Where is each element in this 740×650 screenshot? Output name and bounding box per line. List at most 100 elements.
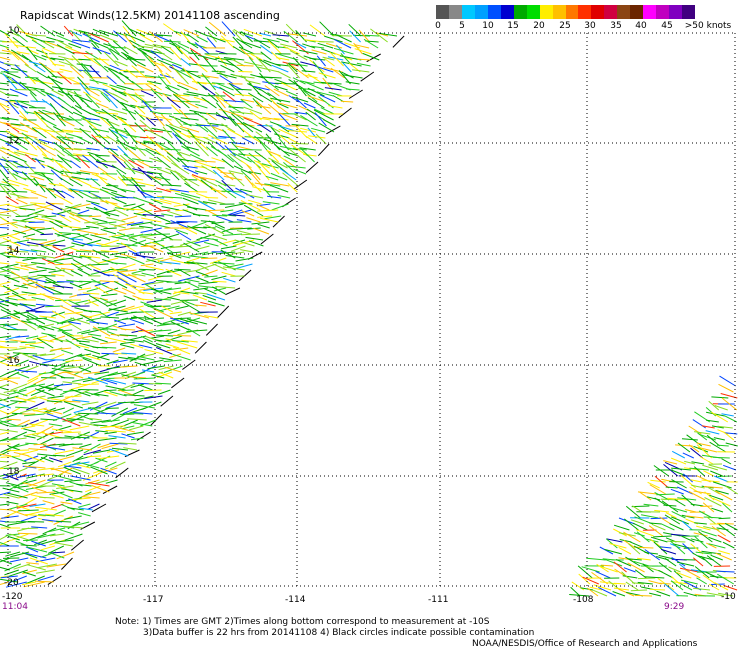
wind-vector <box>288 62 308 67</box>
wind-vector <box>49 443 65 446</box>
wind-vector <box>705 430 720 435</box>
wind-vector <box>266 159 280 175</box>
wind-vector <box>143 315 163 325</box>
wind-vector <box>0 353 20 363</box>
wind-vector <box>258 58 272 67</box>
wind-vector <box>91 134 102 145</box>
wind-vector <box>56 520 72 523</box>
wind-vector <box>709 494 724 501</box>
wind-vector <box>29 92 39 103</box>
wind-vector <box>613 524 630 531</box>
wind-vector <box>218 135 236 139</box>
wind-vector <box>312 61 327 79</box>
wind-vector <box>94 172 110 187</box>
wind-vector <box>0 551 12 554</box>
wind-vector <box>158 112 173 115</box>
wind-vector <box>146 299 163 303</box>
wind-vector <box>22 552 38 559</box>
wind-vector <box>90 234 111 241</box>
wind-vector <box>70 317 91 325</box>
wind-vector <box>71 176 90 181</box>
wind-vector <box>63 443 83 446</box>
wind-vector <box>36 227 54 231</box>
wind-vector <box>129 425 144 431</box>
wind-vector <box>60 503 75 511</box>
wind-vector <box>153 199 172 205</box>
wind-vector <box>10 431 28 440</box>
wind-vector <box>248 152 261 163</box>
wind-vector <box>708 543 726 549</box>
wind-vector <box>9 133 30 145</box>
wind-vector <box>135 95 154 109</box>
wind-vector <box>245 194 264 199</box>
wind-vector <box>82 491 101 497</box>
wind-vector <box>206 37 217 49</box>
wind-vector <box>26 431 45 436</box>
legend-swatch-3 <box>474 5 488 19</box>
wind-vector <box>644 549 661 561</box>
wind-vector <box>648 580 662 585</box>
wind-vector <box>33 443 47 446</box>
wind-vector <box>183 93 199 97</box>
wind-vector <box>170 104 182 115</box>
wind-vector <box>19 346 36 349</box>
wind-vector <box>296 98 307 109</box>
wind-vector <box>69 282 83 289</box>
wind-vector <box>47 94 64 109</box>
wind-vector <box>27 257 47 259</box>
wind-vector <box>258 117 271 121</box>
wind-vector <box>85 200 100 205</box>
wind-vector <box>138 268 155 271</box>
wind-vector <box>701 425 715 429</box>
wind-vector <box>183 29 200 37</box>
wind-vector <box>10 250 29 253</box>
wind-vector <box>0 262 10 265</box>
wind-vector <box>228 82 244 97</box>
wind-vector <box>99 188 120 199</box>
wind-vector <box>205 197 219 199</box>
wind-vector <box>14 359 29 367</box>
wind-vector <box>151 374 165 379</box>
wind-vector <box>16 142 28 151</box>
wind-vector <box>201 73 216 91</box>
wind-vector <box>267 103 281 115</box>
wind-vector <box>104 389 117 392</box>
wind-vector <box>39 496 55 499</box>
wind-vector <box>145 257 164 262</box>
wind-vector <box>14 396 36 403</box>
wind-vector <box>34 580 54 583</box>
wind-vector <box>160 62 172 73</box>
wind-vector <box>64 371 84 379</box>
wind-vector <box>283 150 299 157</box>
wind-vector <box>115 467 129 479</box>
wind-vector <box>140 419 156 427</box>
wind-vector <box>12 219 27 223</box>
wind-vector <box>170 321 190 331</box>
wind-vector <box>109 448 129 457</box>
wind-vector <box>716 444 729 447</box>
wind-vector <box>108 269 128 271</box>
wind-vector <box>91 485 110 493</box>
wind-vector <box>254 182 272 187</box>
wind-vector <box>712 481 732 489</box>
wind-vector <box>630 589 648 592</box>
wind-vector <box>161 57 182 67</box>
wind-vector <box>214 225 234 235</box>
wind-vector <box>600 565 618 573</box>
wind-vector <box>121 102 136 121</box>
wind-vector <box>342 62 352 73</box>
wind-vector <box>71 262 83 271</box>
wind-vector <box>132 411 153 415</box>
wind-vector <box>19 115 39 127</box>
wind-vector <box>329 51 344 67</box>
wind-vector <box>88 482 110 487</box>
wind-vector <box>15 406 29 409</box>
wind-vector <box>34 539 47 546</box>
wind-vector <box>53 126 65 133</box>
wind-vector <box>0 52 12 55</box>
wind-vector <box>102 171 117 181</box>
wind-vector <box>69 481 83 487</box>
wind-vector <box>88 221 108 229</box>
wind-vector <box>230 227 252 230</box>
wind-vector <box>205 323 218 336</box>
